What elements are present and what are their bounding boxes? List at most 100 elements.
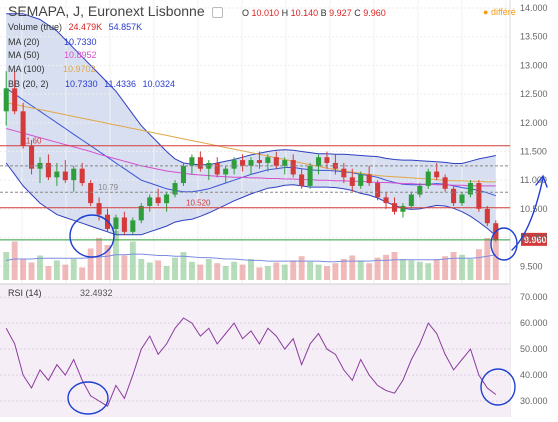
candle-body [299,174,305,186]
rsi-tick-label: 40.000 [520,370,548,380]
rsi-line [5,317,497,407]
price-tick-label: 13.500 [520,32,548,42]
candle-body [349,177,355,186]
volume-bar [366,263,373,280]
candle-body [324,157,330,163]
candle-body [62,171,68,181]
candle-body [265,157,271,163]
volume-bar [222,266,229,280]
candle-body [231,160,237,169]
annotation-arrowhead [535,174,548,188]
candle-body [484,208,490,224]
volume-bars [3,227,499,280]
indicator-ma100-label: MA (100) [8,64,45,74]
candle-body [375,183,381,198]
rsi-tick-label: 60.000 [520,318,548,328]
candle-body [37,162,43,169]
volume-bar [450,252,457,280]
volume-bar [290,260,297,280]
volume-bar [121,255,128,280]
price-tick-label: 10.500 [520,204,548,214]
candle-body [71,168,77,181]
candle-body [476,183,482,209]
volume-bar [492,227,499,280]
candle-body [467,183,473,195]
volume-bar [129,241,136,280]
candle-body [383,197,389,204]
volume-bar [188,261,195,280]
volume-bar [62,264,69,280]
candle-body [54,171,60,178]
volume-bar [112,231,119,280]
candle-body [180,165,187,184]
indicator-bb[interactable]: BB (20, 2) 10.7330 11.4336 10.0324 [8,79,176,89]
volume-bar [433,259,440,280]
volume-bar [425,263,432,280]
indicator-rsi[interactable]: RSI (14) 32.4932 [8,288,113,298]
volume-bar [442,256,449,280]
candle-body [223,168,229,175]
bollinger-lower-line [5,162,497,237]
annotation-arrow [511,177,544,251]
volume-bar [3,252,10,280]
volume-bar [416,261,423,280]
volume-bar [45,266,52,280]
indicator-ma100[interactable]: MA (100) 10.9702 [8,64,96,74]
volume-bar [399,259,406,280]
low-value: 9.927 [329,8,352,18]
volume-bar [248,259,254,280]
star-icon[interactable] [211,6,223,18]
candle-body [121,217,127,232]
volume-bar [273,262,280,280]
candle-body [290,160,296,175]
volume-bar [391,252,398,280]
candle-body [425,171,431,186]
open-label: O [242,8,250,18]
chart-title: SEMAPA, J, Euronext Lisbonne [8,3,223,19]
rsi-pane-bg [0,284,510,417]
candle-body [147,197,153,206]
candle-body [400,206,406,212]
candle-body [451,188,457,204]
annotation-circle-rsi-left [67,381,109,415]
volume-bar [307,261,314,280]
volume-bar [96,238,103,280]
volume-bar [374,257,381,280]
candle-body [45,162,51,178]
rsi-value: 32.4932 [80,288,113,298]
volume-bar [163,266,170,280]
indicator-ma50-label: MA (50) [8,50,40,60]
indicator-volume-label: Volume (true) [8,22,63,32]
low-label: B [320,8,327,18]
annotation-circle-rsi-right [480,368,516,406]
horizontal-levels: 11.60 10.520 10.79 9.960 [0,137,547,246]
indicator-ma50[interactable]: MA (50) 10.8952 [8,50,97,60]
volume-bar [408,260,415,280]
volume-bar [484,238,491,280]
high-value: 10.140 [290,8,319,18]
volume-bar [231,261,238,280]
candle-body [442,177,448,189]
hand-annotations [67,174,548,415]
rsi-tick-label: 70.000 [520,292,548,302]
volume-bar [172,257,178,280]
candle-body [214,162,220,175]
indicator-ma20[interactable]: MA (20) 10.7330 [8,37,97,47]
price-tick-label: 14.000 [520,3,548,13]
candle-body [307,165,313,186]
ohlc-readout: O 10.010 H 10.140 B 9.927 C 9.960 [242,8,386,18]
candle-body [341,168,347,178]
indicator-volume[interactable]: Volume (true) 24.479K 54.857K [8,22,143,32]
volume-bar [138,259,145,280]
annotation-circle-left [69,214,115,258]
level-label: 10.79 [98,183,119,192]
price-tick-label: 12.000 [520,118,548,128]
volume-bar [87,248,94,280]
close-label: C [354,8,361,18]
candle-body [29,145,35,169]
rsi-tick-label: 50.000 [520,344,548,354]
indicator-rsi-label: RSI (14) [8,288,42,298]
candle-body [434,171,440,178]
price-axis: 14.000 13.500 13.000 12.500 12.000 11.500 11.0… [520,3,548,271]
indicator-bb-label: BB (20, 2) [8,79,49,89]
